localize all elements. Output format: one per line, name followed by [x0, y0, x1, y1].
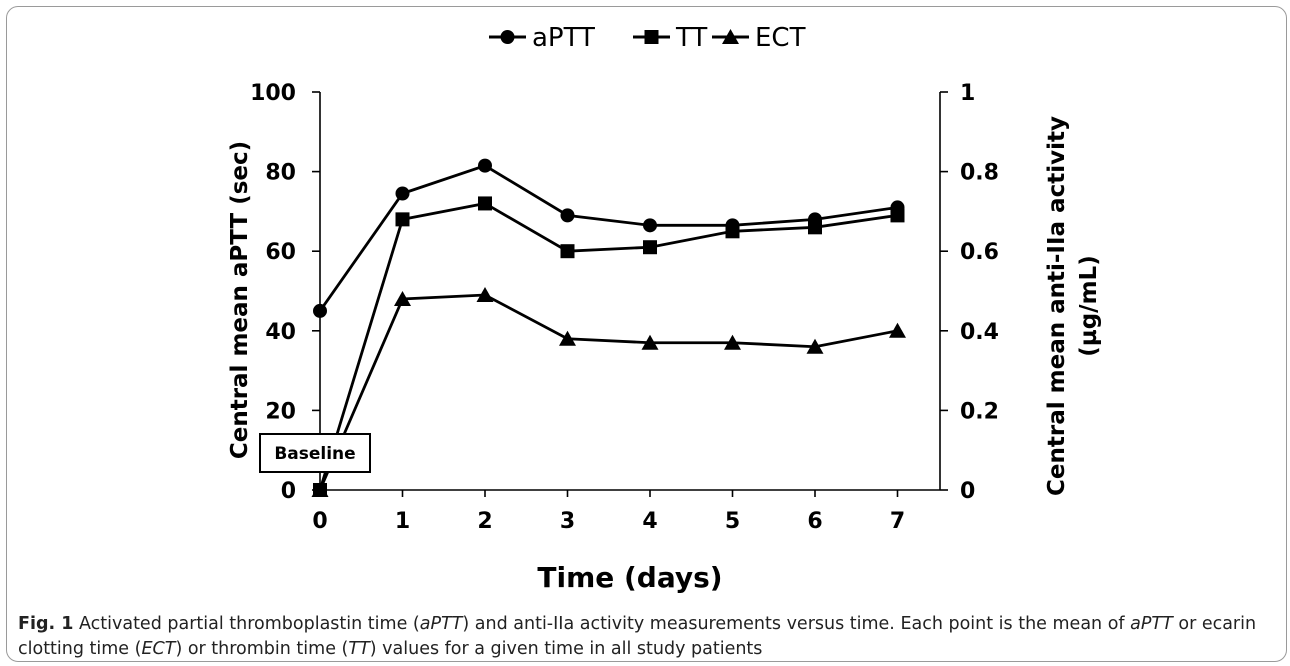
chart: aPTT TT ECT 0 20 40 60 80 100 0 0.2 0.4 0.6 0.8 1 0 1 2 3… [227, 23, 1102, 594]
legend-item-ect: ECT [712, 23, 806, 53]
y-tick-label-left: 60 [265, 240, 296, 265]
data-point-tt [890, 208, 905, 223]
y-tick-label-left: 20 [265, 399, 296, 424]
x-tick-label: 7 [890, 509, 905, 534]
x-tick-label: 3 [560, 509, 575, 534]
x-tick-label: 1 [395, 509, 410, 534]
data-point-aptt [395, 186, 410, 201]
y-tick-label-left: 0 [281, 479, 296, 504]
data-point-ect [559, 330, 576, 346]
baseline-annotation-label: Baseline [274, 444, 355, 464]
series-ect [311, 286, 906, 497]
y-axis-title-right-line2: (µg/mL) [1076, 255, 1102, 356]
x-tick-label: 0 [312, 509, 327, 534]
y-tick-label-right: 1 [960, 81, 975, 106]
y-tick-label-right: 0.6 [960, 240, 999, 265]
data-point-aptt [313, 303, 327, 318]
data-point-aptt [643, 218, 657, 233]
data-point-ect [724, 334, 741, 350]
x-tick-label: 5 [725, 509, 740, 534]
y-tick-label-right: 0.2 [960, 399, 999, 424]
data-point-ect [394, 290, 411, 306]
y-tick-label-right: 0.4 [960, 320, 999, 345]
data-point-aptt [560, 208, 575, 223]
figure-frame [6, 6, 1287, 662]
caption-text: Activated partial thromboplastin time (a… [18, 614, 1257, 659]
data-point-ect [641, 334, 659, 350]
y-tick-label-right: 0 [960, 479, 975, 504]
x-tick-label: 2 [477, 509, 492, 534]
annotation-layer: Baseline [259, 433, 371, 473]
data-point-tt [560, 244, 575, 259]
y-tick-label-left: 80 [265, 161, 296, 186]
data-point-aptt [478, 158, 492, 173]
data-point-ect [889, 322, 906, 338]
series-line-tt [318, 201, 898, 491]
legend-item-aptt: aPTT [489, 23, 595, 53]
y-tick-label-left: 100 [250, 81, 296, 106]
caption-label: Fig. 1 [18, 614, 74, 634]
legend-marker-tt [644, 30, 659, 44]
data-point-ect [806, 338, 824, 354]
legend-marker-ect [722, 29, 739, 44]
legend-label-tt: TT [675, 23, 707, 53]
data-point-tt [725, 224, 740, 239]
data-point-ect [311, 482, 329, 497]
legend-label-ect: ECT [755, 23, 806, 53]
series-layer [311, 158, 906, 497]
x-tick-label: 4 [642, 509, 657, 534]
y-tick-label-left: 40 [265, 320, 296, 345]
series-line-aptt [318, 164, 898, 312]
legend-item-tt: TT [633, 23, 707, 53]
legend-label-aptt: aPTT [532, 23, 595, 53]
figure-caption: Fig. 1 Activated partial thromboplastin … [18, 612, 1268, 662]
x-tick-label: 6 [807, 509, 822, 534]
y-tick-label-right: 0.8 [960, 161, 999, 186]
y-axis-title-right-line1: Central mean anti-IIa activity [1044, 116, 1070, 496]
legend-marker-aptt [500, 30, 515, 44]
series-line-ect [318, 293, 898, 491]
data-point-tt [643, 240, 657, 255]
y-axis-title-left: Central mean aPTT (sec) [227, 141, 253, 459]
baseline-annotation-box [259, 433, 371, 473]
data-point-tt [395, 212, 410, 227]
legend: aPTT TT ECT [489, 23, 806, 53]
data-point-tt [808, 220, 822, 235]
x-axis-title: Time (days) [537, 561, 722, 594]
data-point-ect [476, 286, 494, 302]
axes: 0 20 40 60 80 100 0 0.2 0.4 0.6 0.8 1 0 1 2 3 4 5 6 7 Time (… [227, 81, 1102, 594]
data-point-tt [478, 196, 492, 211]
